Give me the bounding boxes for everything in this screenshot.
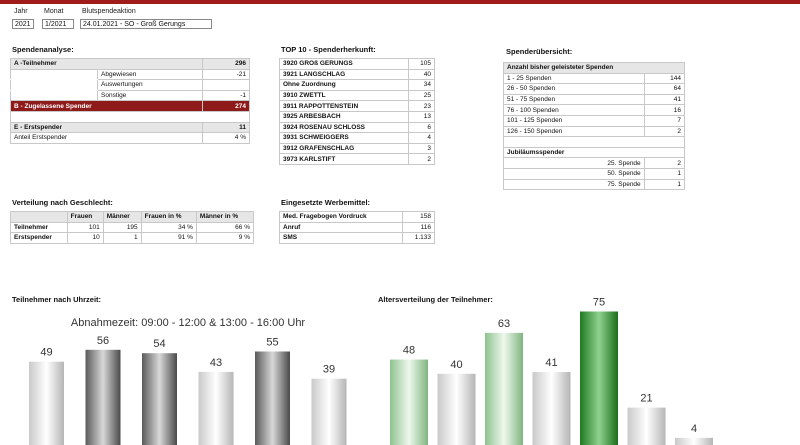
ad-medium-value: 1.133: [402, 232, 435, 244]
event-field[interactable]: 24.01.2021 - SO - Groß Gerungs: [80, 19, 212, 29]
time-chart-data-label: 39: [323, 364, 335, 376]
time-chart-data-label: 49: [40, 347, 52, 359]
ads-table: Med. Fragebogen Vordruck 158 Anruf 116 SMS 1.…: [278, 211, 435, 244]
overview-title: Spenderübersicht:: [506, 47, 573, 56]
age-chart-bar: [390, 359, 428, 445]
table-row: Anteil Erstspender 4 %: [10, 132, 250, 144]
age-chart-bar: [485, 332, 523, 445]
first-donor-share-value: 4 %: [202, 132, 250, 144]
time-chart-bar: [29, 361, 64, 445]
table-row: SMS 1.133: [278, 232, 435, 244]
age-chart-data-label: 48: [403, 345, 415, 357]
jubilee-value: 1: [643, 178, 686, 191]
table-row: 3973 KARLSTIFT 2: [278, 153, 435, 165]
time-chart-bar: [255, 351, 290, 445]
year-label: Jahr: [14, 8, 28, 15]
time-chart-title: Teilnehmer nach Uhrzeit:: [12, 295, 102, 304]
month-field[interactable]: 1/2021: [42, 19, 74, 29]
female-percent: 91 %: [140, 232, 197, 244]
age-chart-bar: [532, 372, 571, 445]
age-chart-bar: [580, 311, 618, 445]
age-chart-data-label: 41: [545, 357, 557, 369]
gender-title: Verteilung nach Geschlecht:: [12, 198, 113, 207]
origin-count: 2: [408, 153, 435, 165]
age-chart-title: Altersverteilung der Teilnehmer:: [378, 295, 493, 304]
time-chart-data-label: 43: [210, 357, 222, 369]
month-label: Monat: [44, 8, 64, 15]
event-label: Blutspendeaktion: [82, 8, 136, 15]
age-chart-bar: [627, 407, 666, 445]
ads-title: Eingesetzte Werbemittel:: [281, 198, 371, 207]
analysis-table: A -Teilnehmer 296 Abgewiesen -21 Auswert…: [10, 58, 250, 144]
age-chart-bar: [675, 437, 713, 445]
age-chart-data-label: 21: [640, 393, 652, 405]
male-percent: 9 %: [195, 232, 255, 244]
top-accent-bar: [0, 0, 800, 4]
time-chart-data-label: 56: [97, 335, 109, 347]
time-chart-data-label: 55: [266, 337, 278, 349]
time-chart-bar: [142, 353, 177, 445]
top10-table: 3920 GROß GERUNGS 105 3921 LANGSCHLAG 40 Ohn…: [278, 58, 435, 165]
overview-table: Anzahl bisher geleisteter Spenden 1 - 25 …: [503, 62, 686, 191]
time-chart-bar: [85, 349, 121, 445]
age-chart-data-label: 63: [498, 318, 510, 330]
table-row: Erstspender 10 1 91 % 9 %: [10, 232, 255, 244]
analysis-title: Spendenanalyse:: [12, 45, 74, 54]
year-field[interactable]: 2021: [12, 19, 34, 29]
time-chart-data-label: 54: [153, 338, 165, 350]
age-chart-data-label: 40: [450, 359, 462, 371]
female-count: 10: [66, 232, 104, 244]
table-row: 75. Spende 1: [503, 178, 686, 191]
ad-medium-label: SMS: [278, 232, 404, 244]
time-chart-bar: [311, 378, 347, 445]
time-chart-annotation: Abnahmezeit: 09:00 - 12:00 & 13:00 - 16:…: [71, 317, 306, 329]
time-chart-bar: [198, 371, 234, 445]
top10-title: TOP 10 - Spenderherkunft:: [281, 45, 376, 54]
gender-table: Frauen Männer Frauen in % Männer in % Teilne…: [10, 211, 255, 244]
age-chart-data-label: 75: [593, 297, 605, 309]
age-chart-bar: [437, 373, 476, 445]
table-row: Teilnehmer 101 195 34 % 66 %: [10, 221, 255, 234]
age-chart-data-label: 4: [691, 423, 697, 435]
origin-name: 3973 KARLSTIFT: [278, 153, 410, 165]
